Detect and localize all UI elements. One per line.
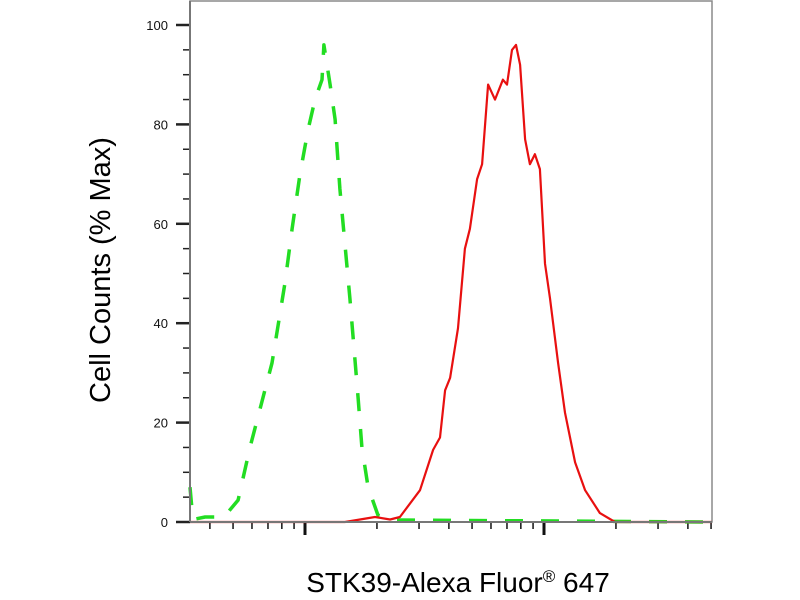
series-line-isotype-control — [188, 43, 713, 524]
y-tick-label: 100 — [146, 18, 168, 33]
y-axis-label: Cell Counts (% Max) — [85, 137, 117, 403]
y-tick-label: 80 — [154, 117, 168, 132]
x-axis-ticks — [209, 522, 712, 535]
series-group — [188, 43, 713, 524]
series-line-stk39 — [190, 43, 712, 524]
y-tick-label: 20 — [154, 416, 168, 431]
x-axis-label-suffix: 647 — [555, 567, 610, 598]
plot-frame — [189, 0, 713, 523]
x-axis-label-main: STK39-Alexa Fluor — [306, 567, 543, 598]
x-axis-label-registered: ® — [543, 567, 556, 586]
y-axis-ticks: 0 20 40 60 80 100 — [146, 18, 190, 530]
y-tick-label: 0 — [161, 515, 168, 530]
y-tick-label: 40 — [154, 316, 168, 331]
y-tick-label: 60 — [154, 217, 168, 232]
x-axis-label: STK39-Alexa Fluor® 647 — [306, 567, 610, 598]
